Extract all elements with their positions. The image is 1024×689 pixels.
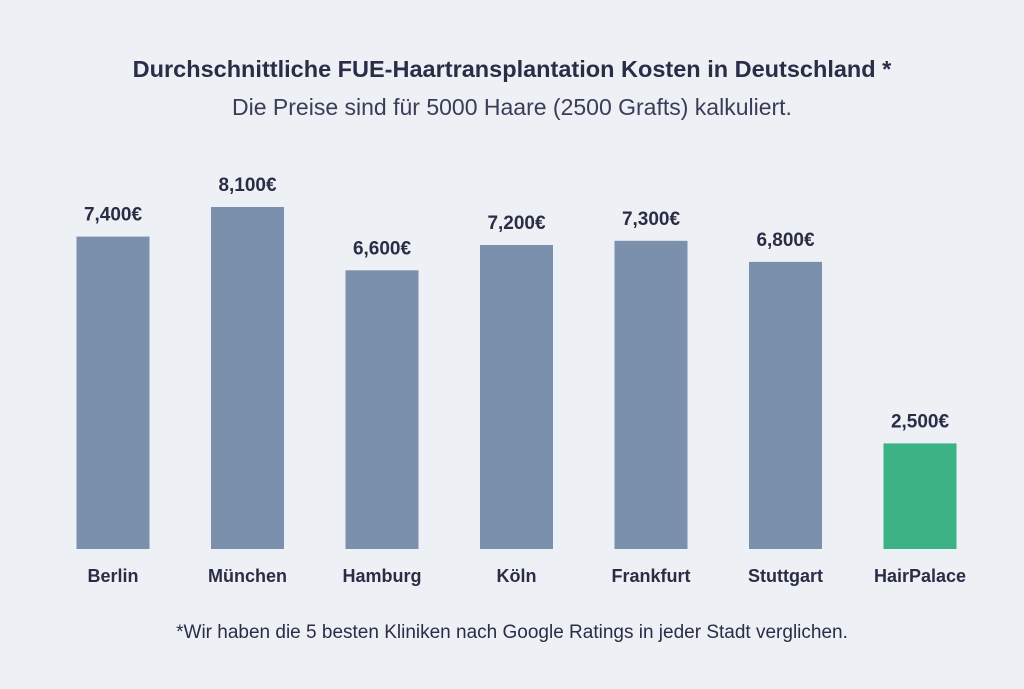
category-label-hamburg: Hamburg <box>342 566 421 586</box>
category-label-stuttgart: Stuttgart <box>748 566 823 586</box>
category-label-hairpalace: HairPalace <box>874 566 966 586</box>
category-label-münchen: München <box>208 566 287 586</box>
value-label-frankfurt: 7,300€ <box>622 209 681 230</box>
category-label-berlin: Berlin <box>87 566 138 586</box>
chart-footnote: *Wir haben die 5 besten Kliniken nach Go… <box>176 622 848 643</box>
category-label-köln: Köln <box>497 566 537 586</box>
value-label-hairpalace: 2,500€ <box>891 411 950 432</box>
bar-köln <box>480 245 553 549</box>
value-label-köln: 7,200€ <box>487 213 546 234</box>
value-label-berlin: 7,400€ <box>84 205 143 226</box>
chart-title: Durchschnittliche FUE-Haartransplantatio… <box>132 56 892 82</box>
bar-stuttgart <box>749 261 822 549</box>
bar-hamburg <box>345 270 419 549</box>
value-label-stuttgart: 6,800€ <box>756 230 815 251</box>
value-label-hamburg: 6,600€ <box>353 238 412 259</box>
value-label-münchen: 8,100€ <box>218 175 277 196</box>
category-label-frankfurt: Frankfurt <box>611 566 690 586</box>
bar-berlin <box>76 236 150 549</box>
chart-subtitle: Die Preise sind für 5000 Haare (2500 Gra… <box>232 94 792 120</box>
bar-hairpalace <box>883 443 957 549</box>
bar-frankfurt <box>614 240 688 550</box>
bar-münchen <box>211 207 284 549</box>
